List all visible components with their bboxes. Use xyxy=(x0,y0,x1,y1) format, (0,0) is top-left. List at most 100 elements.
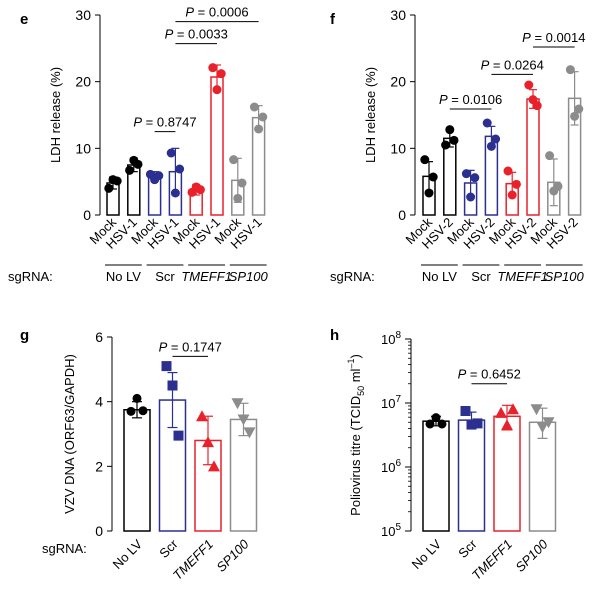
panel-g-p-value: P = 0.1747 xyxy=(159,339,222,354)
panel-g-data-point xyxy=(237,414,250,426)
panel-e-group-label: SP100 xyxy=(229,269,269,284)
panel-e-group-label: Scr xyxy=(155,269,175,284)
panel-g-sgrna-label: sgRNA: xyxy=(42,541,87,556)
panel-g-y-tick-label: 6 xyxy=(95,329,103,345)
panel-g-y-tick-label: 2 xyxy=(95,458,103,474)
panel-h-data-point xyxy=(472,418,483,429)
panel-f-data-point xyxy=(445,125,455,135)
panel-e-group-label: TMEFF1 xyxy=(181,269,232,284)
panel-h-category-label: No LV xyxy=(409,536,445,572)
panel-g-data-point xyxy=(196,410,208,422)
panel-f-data-point xyxy=(507,190,517,200)
panel-h-data-point xyxy=(466,419,477,430)
panel-h-data-point xyxy=(437,419,447,429)
panel-h-y-tick-label: 107 xyxy=(381,394,401,411)
panel-e-data-point xyxy=(212,85,222,95)
panel-f-y-tick-label: 10 xyxy=(390,140,406,156)
panel-f-data-point xyxy=(503,166,513,176)
panel-f-data-point xyxy=(574,104,584,114)
panel-g-y-label: VZV DNA (ORF63/GAPDH) xyxy=(62,354,77,514)
panel-e-y-tick-label: 0 xyxy=(83,207,91,223)
panel-e-data-point xyxy=(249,102,259,112)
panel-f-letter: f xyxy=(330,11,336,28)
panel-e-data-point xyxy=(104,183,114,193)
panel-h-data-point xyxy=(542,417,555,429)
panel-e-bar xyxy=(210,76,224,216)
panel-g-y-tick-label: 4 xyxy=(95,394,103,410)
panel-g-bar xyxy=(229,418,258,532)
panel-h-data-point xyxy=(495,406,507,418)
panel-h-data-point xyxy=(501,419,513,431)
panel-g-data-point xyxy=(161,361,172,372)
panel-e-p-value: P = 0.0006 xyxy=(185,5,248,20)
panel-f-group-label: No LV xyxy=(422,269,457,284)
panel-g-category-label: No LV xyxy=(110,536,146,572)
panel-f-bar xyxy=(443,137,457,216)
panel-f-data-point xyxy=(428,172,438,182)
panel-e-data-point xyxy=(237,178,247,188)
panel-g-category-label: SP100 xyxy=(213,536,252,575)
panel-f-p-value: P = 0.0014 xyxy=(522,30,585,45)
panel-h-data-point xyxy=(507,403,519,415)
panel-e-data-point xyxy=(125,165,135,175)
panel-f-data-point xyxy=(482,118,492,128)
panel-h-letter: h xyxy=(330,327,339,344)
panel-e-data-point xyxy=(233,193,243,203)
panel-h-p-value: P = 0.6452 xyxy=(458,367,521,382)
panel-h-y-tick-label: 106 xyxy=(381,458,401,475)
panel-h-y-label: Poliovirus titre (TCID50 ml–1) xyxy=(346,354,366,516)
panel-g-category-label: Scr xyxy=(156,536,181,561)
panel-e-p-value: P = 0.8747 xyxy=(133,115,196,130)
panel-f-data-point xyxy=(511,179,521,189)
panel-f-data-point xyxy=(545,151,555,161)
panel-h-bar xyxy=(457,419,486,532)
panel-h-data-point xyxy=(536,422,549,434)
panel-e-data-point xyxy=(258,112,268,122)
panel-h-category-label: Scr xyxy=(455,536,480,561)
panel-f-y-tick-label: 20 xyxy=(390,74,406,90)
panel-g-data-point xyxy=(243,427,256,439)
panel-e-data-point xyxy=(133,159,143,169)
panel-f-sgrna-label: sgRNA: xyxy=(330,269,375,284)
panel-e-y-label: LDH release (%) xyxy=(48,67,63,163)
panel-f-bar xyxy=(526,98,540,216)
panel-f-data-point xyxy=(470,173,480,183)
panel-h-data-point xyxy=(530,404,543,416)
panel-f-data-point xyxy=(532,101,542,111)
panel-g-bar xyxy=(123,409,151,532)
panel-f-group-label: Scr xyxy=(471,269,491,284)
panel-h-data-point xyxy=(425,419,435,429)
panel-e-data-point xyxy=(216,69,226,79)
panel-e-letter: e xyxy=(20,11,28,28)
panel-g-data-point xyxy=(208,460,220,472)
panel-g-data-point xyxy=(167,380,178,391)
panel-e-data-point xyxy=(208,63,218,73)
panel-h-bar xyxy=(493,415,521,532)
panel-g-letter: g xyxy=(20,327,29,344)
panel-e-data-point xyxy=(254,124,264,134)
panel-e-group-label: No LV xyxy=(106,269,141,284)
panel-f-data-point xyxy=(461,169,471,179)
panel-f-y-label: LDH release (%) xyxy=(363,67,378,163)
panel-g-y-tick-label: 0 xyxy=(95,523,103,539)
panel-g-data-point xyxy=(231,398,244,410)
panel-e-sgrna-label: sgRNA: xyxy=(8,269,53,284)
panel-h-bar xyxy=(528,421,557,532)
panel-f-data-point xyxy=(491,134,501,144)
panel-e-data-point xyxy=(229,155,239,165)
panel-e-y-tick-label: 30 xyxy=(75,7,91,23)
panel-e-data-point xyxy=(195,185,205,195)
panel-f-group-label: TMEFF1 xyxy=(497,269,548,284)
panel-e-data-point xyxy=(112,176,122,186)
panel-f-p-value: P = 0.0106 xyxy=(439,92,502,107)
panel-e-p-value: P = 0.0033 xyxy=(165,27,228,42)
panel-e-data-point xyxy=(175,164,185,174)
panel-f-data-point xyxy=(565,65,575,75)
panel-f-y-tick-label: 0 xyxy=(398,207,406,223)
panel-f-data-point xyxy=(449,135,459,145)
panel-h-data-point xyxy=(431,413,441,423)
panel-g-data-point xyxy=(202,436,214,448)
panel-h-category-label: SP100 xyxy=(512,536,551,575)
panel-h-y-tick-label: 108 xyxy=(381,330,401,347)
